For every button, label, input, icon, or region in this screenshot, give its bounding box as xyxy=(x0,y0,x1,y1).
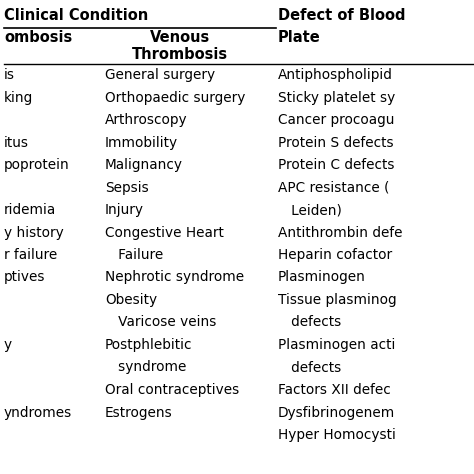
Text: Tissue plasminog: Tissue plasminog xyxy=(278,293,397,307)
Text: Protein C defects: Protein C defects xyxy=(278,158,394,172)
Text: syndrome: syndrome xyxy=(105,361,186,374)
Text: Plasminogen: Plasminogen xyxy=(278,271,366,284)
Text: Antithrombin defe: Antithrombin defe xyxy=(278,226,402,239)
Text: Plasminogen acti: Plasminogen acti xyxy=(278,338,395,352)
Text: APC resistance (: APC resistance ( xyxy=(278,181,389,194)
Text: Congestive Heart: Congestive Heart xyxy=(105,226,224,239)
Text: king: king xyxy=(4,91,33,104)
Text: poprotein: poprotein xyxy=(4,158,70,172)
Text: Sticky platelet sy: Sticky platelet sy xyxy=(278,91,395,104)
Text: Malignancy: Malignancy xyxy=(105,158,183,172)
Text: Orthopaedic surgery: Orthopaedic surgery xyxy=(105,91,246,104)
Text: Cancer procoagu: Cancer procoagu xyxy=(278,113,394,127)
Text: is: is xyxy=(4,68,15,82)
Text: ridemia: ridemia xyxy=(4,203,56,217)
Text: Leiden): Leiden) xyxy=(278,203,342,217)
Text: Sepsis: Sepsis xyxy=(105,181,149,194)
Text: Oral contraceptives: Oral contraceptives xyxy=(105,383,239,397)
Text: Clinical Condition: Clinical Condition xyxy=(4,8,148,23)
Text: Plate: Plate xyxy=(278,30,321,45)
Text: Nephrotic syndrome: Nephrotic syndrome xyxy=(105,271,244,284)
Text: Obesity: Obesity xyxy=(105,293,157,307)
Text: Antiphospholipid: Antiphospholipid xyxy=(278,68,393,82)
Text: y: y xyxy=(4,338,12,352)
Text: General surgery: General surgery xyxy=(105,68,215,82)
Text: defects: defects xyxy=(278,316,341,329)
Text: Venous
Thrombosis: Venous Thrombosis xyxy=(132,30,228,63)
Text: Factors XII defec: Factors XII defec xyxy=(278,383,391,397)
Text: Dysfibrinogenem: Dysfibrinogenem xyxy=(278,405,395,419)
Text: yndromes: yndromes xyxy=(4,405,72,419)
Text: Hyper Homocysti: Hyper Homocysti xyxy=(278,428,396,442)
Text: Estrogens: Estrogens xyxy=(105,405,173,419)
Text: Failure: Failure xyxy=(105,248,163,262)
Text: Varicose veins: Varicose veins xyxy=(105,316,216,329)
Text: Heparin cofactor: Heparin cofactor xyxy=(278,248,392,262)
Text: Arthroscopy: Arthroscopy xyxy=(105,113,188,127)
Text: Injury: Injury xyxy=(105,203,144,217)
Text: itus: itus xyxy=(4,136,29,149)
Text: Immobility: Immobility xyxy=(105,136,178,149)
Text: r failure: r failure xyxy=(4,248,57,262)
Text: defects: defects xyxy=(278,361,341,374)
Text: Postphlebitic: Postphlebitic xyxy=(105,338,192,352)
Text: ptives: ptives xyxy=(4,271,46,284)
Text: Defect of Blood: Defect of Blood xyxy=(278,8,405,23)
Text: ombosis: ombosis xyxy=(4,30,72,45)
Text: Protein S defects: Protein S defects xyxy=(278,136,393,149)
Text: y history: y history xyxy=(4,226,64,239)
